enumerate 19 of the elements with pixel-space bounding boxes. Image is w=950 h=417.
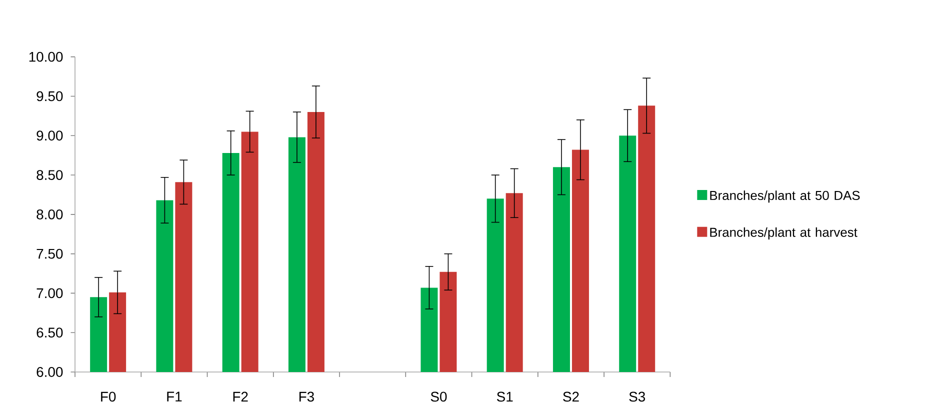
- x-tick-label: F1: [167, 392, 182, 402]
- x-tick-label: F2: [233, 392, 248, 402]
- y-tick-label: 6.50: [36, 328, 63, 338]
- x-tick-label: F3: [299, 392, 314, 402]
- x-tick-label: S0: [430, 392, 447, 402]
- legend-label: Branches/plant at 50 DAS: [710, 190, 860, 203]
- y-tick-label: 8.00: [36, 209, 63, 220]
- y-tick-label: 6.00: [36, 367, 63, 377]
- legend-label: Branches/plant at harvest: [710, 227, 858, 240]
- y-tick-label: 9.50: [36, 91, 63, 102]
- y-tick-label: 7.50: [36, 248, 63, 259]
- x-tick-label: F0: [101, 392, 116, 402]
- x-tick-label: S2: [563, 392, 579, 402]
- y-tick-label: 10.00: [29, 52, 63, 62]
- y-tick-label: 8.50: [36, 170, 63, 180]
- y-tick-label: 7.00: [36, 288, 63, 298]
- y-tick-label: 9.00: [36, 130, 63, 141]
- x-tick-label: S1: [496, 392, 513, 402]
- x-tick-label: S3: [629, 392, 646, 402]
